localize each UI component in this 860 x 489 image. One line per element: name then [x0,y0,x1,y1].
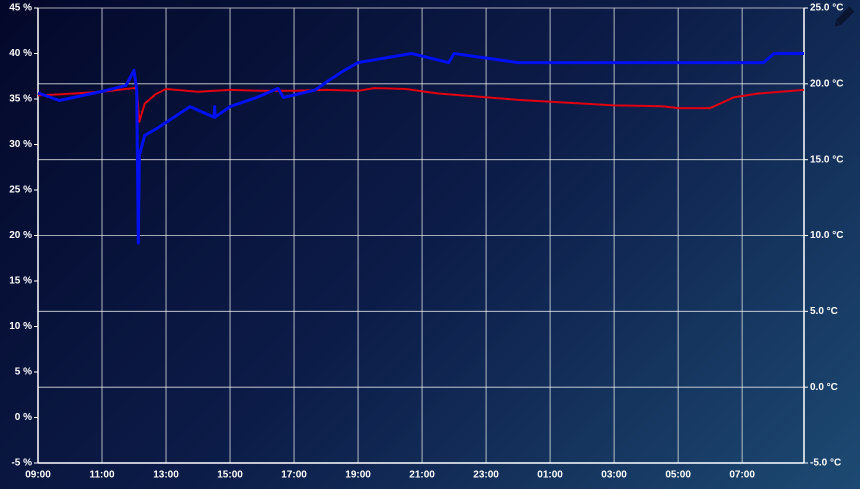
y-tick-label: 20 % [9,230,32,241]
y-tick-label: 30 % [9,139,32,150]
y-tick-label: 25 % [9,185,32,196]
x-tick-label: 15:00 [217,470,243,481]
x-tick-label: 13:00 [153,470,179,481]
y2-tick-label: 25.0 °C [810,3,843,14]
y2-tick-label: 20.0 °C [810,78,843,89]
x-tick-label: 11:00 [89,470,114,481]
y2-tick-label: 5.0 °C [810,306,838,317]
series-line [37,52,804,245]
x-tick-label: 19:00 [345,470,371,481]
y-tick-label: 0 % [15,412,32,423]
y2-tick-label: -5.0 °C [810,458,841,469]
x-tick-label: 17:00 [281,470,307,481]
series-line [37,87,805,123]
y-tick-label: 40 % [9,48,32,59]
x-tick-label: 21:00 [409,470,435,481]
y-tick-label: 5 % [15,367,32,378]
y2-tick-label: 0.0 °C [810,382,838,393]
edit-icon[interactable] [832,6,855,28]
y2-tick-label: 15.0 °C [810,154,843,165]
x-tick-label: 05:00 [665,470,691,481]
y-tick-label: 35 % [9,94,32,105]
x-tick-label: 03:00 [601,470,627,481]
x-tick-label: 07:00 [729,470,755,481]
y-tick-label: -5 % [11,458,32,469]
x-tick-label: 01:00 [537,470,563,481]
x-tick-label: 23:00 [473,470,499,481]
x-tick-label: 09:00 [25,470,51,481]
y-tick-label: 10 % [9,321,32,332]
y-tick-label: 15 % [9,276,32,287]
y-tick-label: 45 % [9,3,32,14]
y2-tick-label: 10.0 °C [810,230,843,241]
